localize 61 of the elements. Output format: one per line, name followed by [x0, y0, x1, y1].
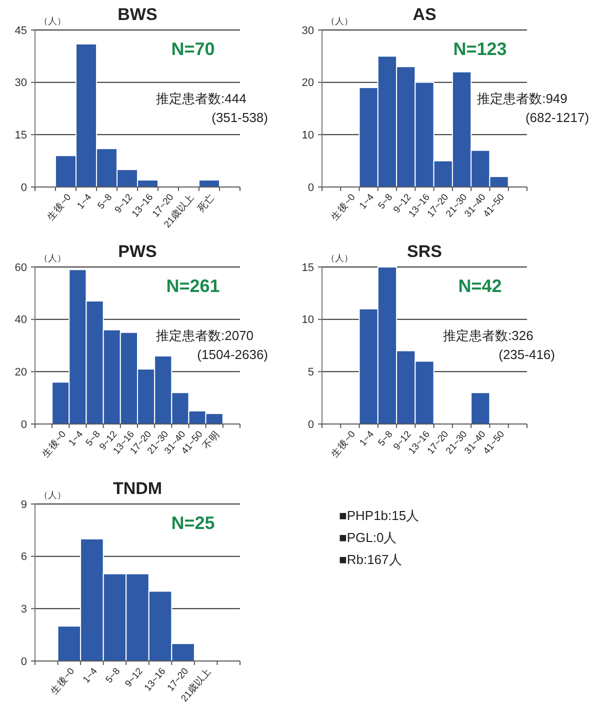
- annotation: 推定患者数:444: [156, 91, 246, 106]
- y-tick-label: 40: [14, 314, 27, 326]
- x-tick-label: 不明: [200, 428, 222, 452]
- annotation: N=70: [171, 39, 215, 59]
- text: ■PHP1b:15人: [339, 508, 420, 523]
- annotation: N=25: [171, 513, 215, 533]
- y-tick-label: 15: [302, 262, 314, 274]
- x-tick-label: 1~4: [358, 192, 376, 212]
- y-axis-title: （人）: [326, 16, 353, 26]
- annotation: N=261: [166, 276, 220, 296]
- x-tick-label: 1~4: [66, 428, 86, 448]
- y-tick-label: 0: [20, 656, 27, 668]
- x-tick-label: 生後~0: [328, 428, 358, 460]
- x-tick-label: 生後~0: [328, 191, 358, 223]
- annotation: (1504-2636): [197, 347, 268, 362]
- y-tick-label: 20: [14, 366, 27, 379]
- y-tick-label: 0: [308, 182, 314, 194]
- text: ■PGL:0人: [339, 530, 397, 545]
- x-tick-label: 生後~0: [39, 428, 68, 460]
- x-tick-label: 5~8: [96, 192, 115, 212]
- y-tick-label: 10: [302, 130, 314, 142]
- annotation: N=42: [458, 276, 502, 296]
- y-tick-label: 5: [308, 366, 314, 379]
- text: (682-1217): [525, 110, 590, 125]
- annotation: N=123: [453, 39, 507, 59]
- y-tick-label: 15: [14, 130, 27, 142]
- chart-title: SRS: [407, 242, 442, 261]
- text: (351-538): [212, 110, 268, 125]
- y-tick-label: 45: [14, 24, 27, 37]
- chart-title: AS: [412, 5, 436, 24]
- x-tick-label: 1~4: [75, 192, 94, 212]
- bar: [470, 392, 490, 424]
- y-tick-label: 30: [14, 77, 27, 90]
- y-axis-title: （人）: [326, 253, 353, 263]
- x-tick-label: 1~4: [358, 428, 376, 448]
- x-tick-label: 生後~0: [44, 191, 74, 223]
- y-axis-title: （人）: [39, 490, 66, 500]
- annotation: (235-416): [498, 347, 555, 362]
- x-tick-label: 1~4: [81, 666, 100, 686]
- y-tick-label: 0: [308, 418, 314, 431]
- x-tick-label: 5~8: [104, 666, 123, 686]
- y-axis-title: （人）: [39, 16, 66, 26]
- x-tick-label: 生後~0: [48, 665, 78, 697]
- y-tick-label: 10: [302, 314, 314, 326]
- text: ■Rb:167人: [339, 552, 402, 567]
- annotation: 推定患者数:326: [443, 328, 534, 343]
- y-tick-label: 30: [302, 24, 314, 37]
- x-tick-label: 死亡: [195, 191, 218, 214]
- y-tick-label: 6: [20, 551, 27, 564]
- chart-title: TNDM: [112, 479, 162, 498]
- y-axis-title: （人）: [39, 253, 66, 263]
- y-tick-label: 3: [20, 604, 27, 616]
- chart-title: PWS: [118, 242, 157, 261]
- y-tick-label: 20: [302, 77, 314, 90]
- y-tick-label: 9: [20, 498, 27, 511]
- y-tick-label: 60: [14, 262, 27, 274]
- y-tick-label: 0: [20, 418, 27, 431]
- annotation: 推定患者数:949: [477, 91, 568, 106]
- y-tick-label: 0: [20, 182, 27, 194]
- annotation: 推定患者数:2070: [156, 328, 254, 343]
- chart-title: BWS: [118, 5, 158, 24]
